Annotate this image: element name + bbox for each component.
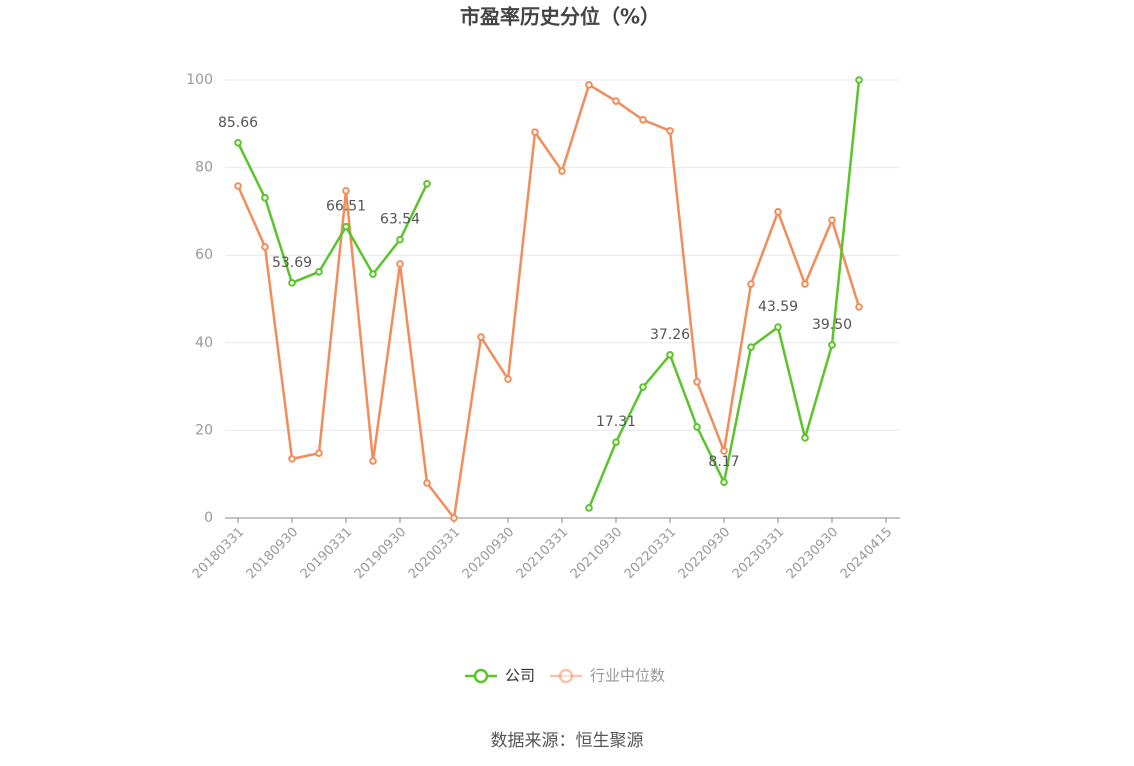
x-tick-label: 20230331 xyxy=(730,525,787,582)
chart-title: 市盈率历史分位（%） xyxy=(460,5,660,29)
point xyxy=(666,127,674,135)
point xyxy=(315,449,323,457)
x-tick-label: 20230930 xyxy=(784,525,841,582)
x-tick-label: 20180331 xyxy=(190,525,247,582)
point xyxy=(396,260,404,268)
series-line xyxy=(236,79,861,509)
point xyxy=(666,351,674,359)
legend-icon xyxy=(473,668,489,684)
point xyxy=(801,434,809,442)
point xyxy=(396,235,404,244)
point xyxy=(288,455,296,463)
data-label: 17.31 xyxy=(596,414,636,430)
point xyxy=(585,504,593,512)
data-label: 39.50 xyxy=(812,317,852,333)
source: 数据来源：恒生聚源 xyxy=(491,731,644,751)
point xyxy=(639,116,647,124)
point xyxy=(315,268,323,276)
point xyxy=(234,139,242,147)
point xyxy=(369,270,377,278)
point xyxy=(720,478,728,487)
point xyxy=(558,167,566,175)
point xyxy=(747,280,755,288)
point xyxy=(639,383,647,391)
y-tick-label: 40 xyxy=(195,335,213,351)
data-label: 37.26 xyxy=(650,327,690,343)
y-tick-label: 80 xyxy=(195,160,213,176)
x-tick-label: 20200930 xyxy=(460,525,517,582)
point xyxy=(288,279,296,287)
y-tick-label: 20 xyxy=(195,422,213,438)
x-tick-label: 20210331 xyxy=(514,525,571,582)
x-tick-label: 20190331 xyxy=(298,525,355,582)
y-tick-label: 0 xyxy=(204,510,213,526)
point xyxy=(855,76,863,84)
point xyxy=(261,243,269,251)
point xyxy=(693,377,701,386)
x-tick-label: 20240415 xyxy=(838,525,895,582)
point xyxy=(423,479,431,487)
x-tick-label: 20210930 xyxy=(568,525,625,582)
x-tick-label: 20200331 xyxy=(406,525,463,582)
legend-icon xyxy=(558,668,574,684)
point xyxy=(828,216,836,224)
point xyxy=(693,423,701,431)
point xyxy=(774,323,782,331)
point xyxy=(342,187,350,195)
point xyxy=(369,457,377,465)
point xyxy=(234,182,242,190)
data-label: 43.59 xyxy=(758,299,798,315)
legend-label: 公司 xyxy=(505,667,535,685)
x-tick-label: 20220930 xyxy=(676,525,733,582)
x-tick-label: 20190930 xyxy=(352,525,409,582)
point xyxy=(531,128,539,136)
point xyxy=(720,447,728,455)
legend-label: 行业中位数 xyxy=(590,667,665,685)
y-tick-label: 100 xyxy=(186,72,213,88)
point xyxy=(261,194,269,202)
point xyxy=(477,333,485,341)
point xyxy=(342,222,350,231)
point xyxy=(612,97,620,105)
y-tick-label: 60 xyxy=(195,247,213,263)
point xyxy=(504,375,512,383)
data-label: 8.17 xyxy=(708,454,739,470)
data-label: 66.51 xyxy=(326,199,366,215)
x-tick-label: 20220331 xyxy=(622,525,679,582)
point xyxy=(801,280,809,288)
point xyxy=(585,81,593,89)
point xyxy=(612,438,620,446)
data-label: 63.54 xyxy=(380,212,420,228)
point xyxy=(423,180,431,188)
x-tick-label: 20180930 xyxy=(244,525,301,582)
data-label: 85.66 xyxy=(218,115,258,131)
point xyxy=(450,514,458,522)
point xyxy=(828,341,836,349)
data-label: 53.69 xyxy=(272,255,312,271)
point xyxy=(747,343,755,351)
point xyxy=(774,208,782,216)
point xyxy=(855,303,863,311)
